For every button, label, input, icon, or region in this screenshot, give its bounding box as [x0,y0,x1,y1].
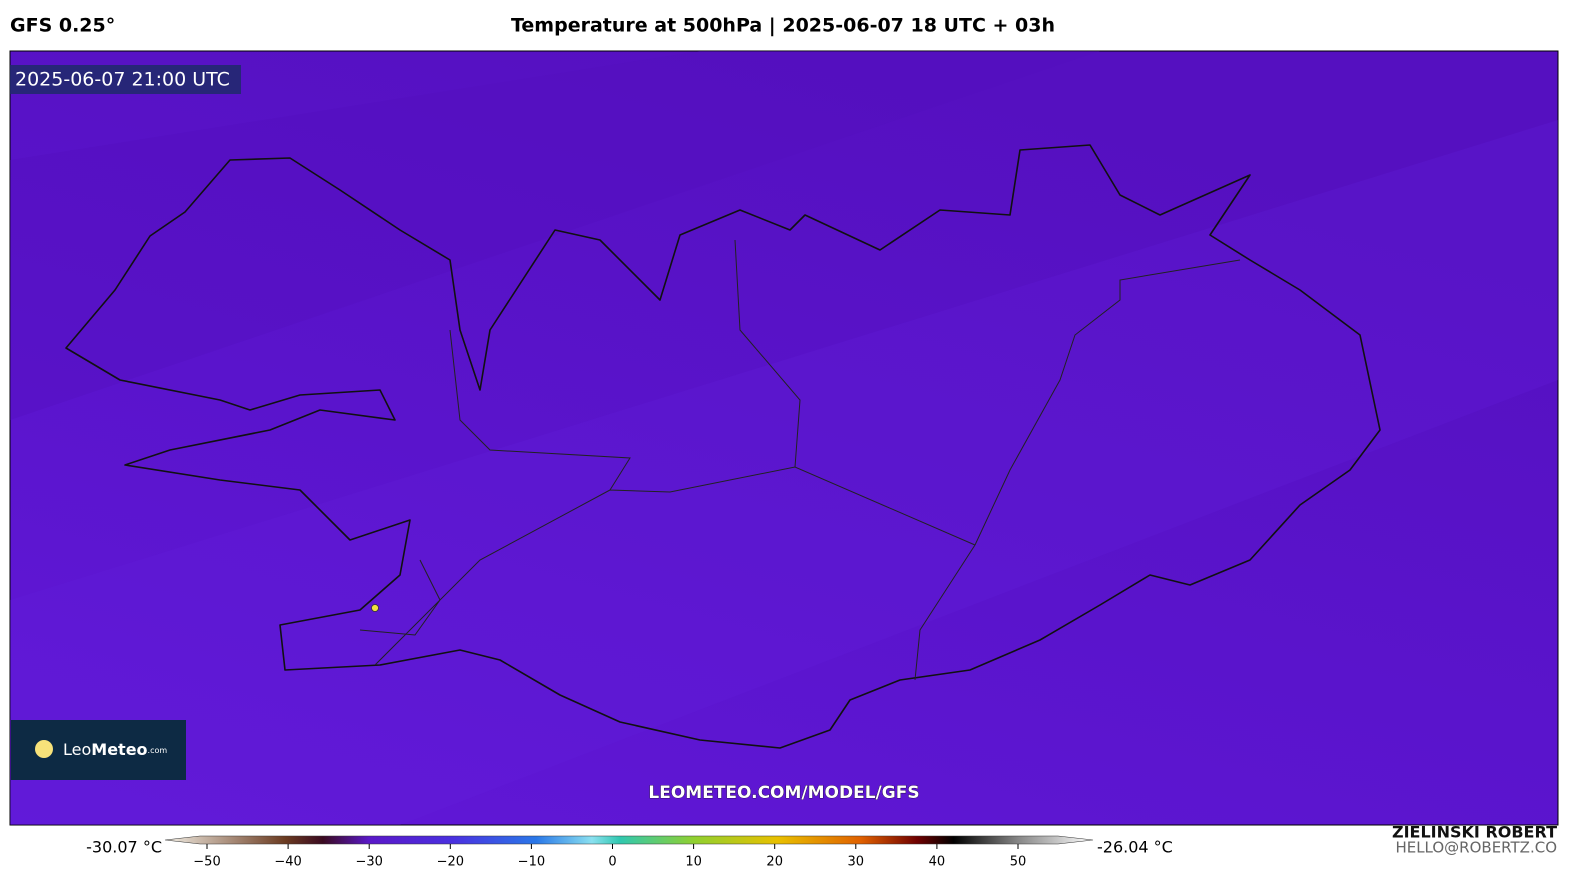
logo-sun [35,740,53,758]
colorbar [164,835,1094,845]
logo-bold: Meteo [91,740,147,759]
email: HELLO@ROBERTZ.CO [1395,839,1557,857]
watermark: LEOMETEO.COM/MODEL/GFS [648,783,919,803]
colorbar-tick-label: 50 [1010,855,1027,870]
region-borders [359,239,1241,681]
colorbar-tick-label: −20 [437,855,464,870]
map-area [9,50,1559,826]
colorbar-tick-label: 10 [685,855,702,870]
colorbar-ticks: −50 −40 −30 −20 −10 0 10 20 30 40 50 [193,844,1026,870]
temperature-band [10,120,1558,825]
time-badge [10,65,241,94]
colorbar-max: -26.04 °C [1097,838,1173,857]
colorbar-tick-label: 30 [848,855,865,870]
author: ZIELINSKI ROBERT [1392,823,1557,842]
colorbar-tick-label: −40 [274,855,301,870]
colorbar-tick-label: 0 [608,855,616,870]
colorbar-min: -30.07 °C [86,838,162,857]
temperature-band [10,51,1100,420]
logo-light: Leo [63,740,91,759]
coastline [65,144,1381,749]
title: Temperature at 500hPa | 2025-06-07 18 UT… [511,15,1055,37]
colorbar-tick-label: −10 [518,855,545,870]
colorbar-tick-label: −50 [193,855,220,870]
colorbar-tick-label: 40 [929,855,946,870]
logo-suffix: .com [148,746,168,755]
colorbar-tick-label: 20 [766,855,783,870]
location-marker [371,604,379,612]
model-label: GFS 0.25° [10,15,115,37]
logo-text: LeoMeteo.com [63,740,167,759]
colorbar-tick-label: −30 [355,855,382,870]
valid-time: 2025-06-07 21:00 UTC [15,69,230,91]
